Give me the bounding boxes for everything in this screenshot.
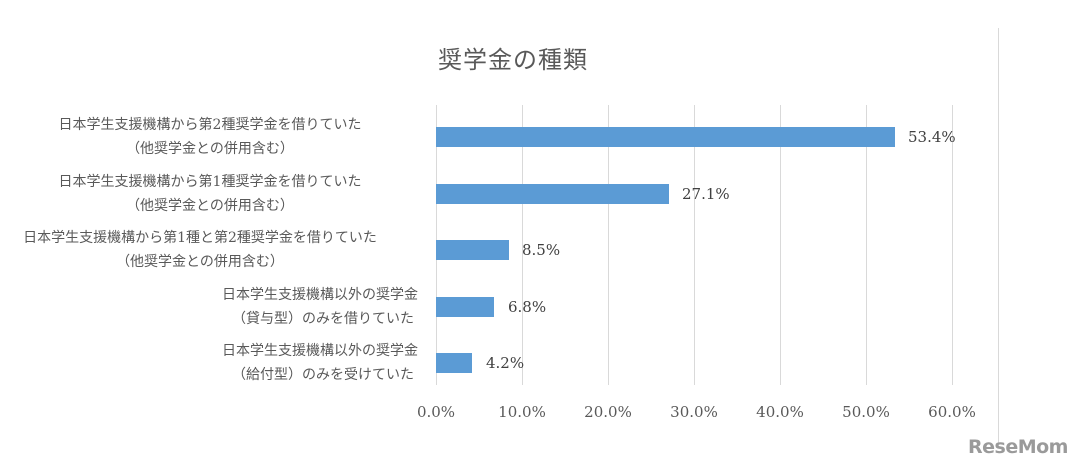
chart-border (998, 28, 999, 448)
x-tick: 60.0% (928, 403, 976, 421)
category-label: 日本学生支援機構以外の奨学金 （給付型）のみを受けていた (158, 339, 418, 387)
bar-other-grant (436, 353, 472, 373)
gridline-20 (608, 105, 609, 385)
x-tick: 20.0% (584, 403, 632, 421)
bar-jasso-type1 (436, 184, 669, 204)
x-tick: 30.0% (670, 403, 718, 421)
chart-title-text: 奨学金の種類 (438, 46, 588, 74)
category-label: 日本学生支援機構以外の奨学金 （貸与型）のみを借りていた (158, 283, 418, 331)
category-label: 日本学生支援機構から第1種と第2種奨学金を借りていた （他奨学金との併用含む） (0, 226, 420, 274)
x-tick: 10.0% (498, 403, 546, 421)
x-tick: 40.0% (756, 403, 804, 421)
gridline-30 (694, 105, 695, 385)
category-line1: 日本学生支援機構から第2種奨学金を借りていた (58, 117, 362, 133)
category-line1: 日本学生支援機構から第1種と第2種奨学金を借りていた (23, 230, 377, 246)
category-line1: 日本学生支援機構以外の奨学金 (222, 287, 418, 303)
bar-jasso-type1-and-2 (436, 240, 509, 260)
value-label: 6.8% (508, 298, 547, 316)
value-label: 27.1% (682, 185, 730, 203)
bar-other-loan (436, 297, 494, 317)
value-label: 8.5% (522, 241, 561, 259)
gridline-60 (952, 105, 953, 385)
value-label: 53.4% (908, 128, 956, 146)
category-line1: 日本学生支援機構から第1種奨学金を借りていた (58, 174, 362, 190)
category-label: 日本学生支援機構から第2種奨学金を借りていた （他奨学金との併用含む） (0, 113, 420, 161)
x-tick: 50.0% (842, 403, 890, 421)
plot-area: 53.4% 27.1% 8.5% 6.8% 4.2% (436, 105, 956, 385)
gridline-10 (522, 105, 523, 385)
gridline-50 (866, 105, 867, 385)
resemom-logo: ReseMom (968, 436, 1068, 458)
category-line2: （他奨学金との併用含む） (116, 254, 284, 270)
category-line2: （給付型）のみを受けていた (232, 367, 414, 383)
category-line1: 日本学生支援機構以外の奨学金 (222, 343, 418, 359)
gridline-40 (780, 105, 781, 385)
category-label: 日本学生支援機構から第1種奨学金を借りていた （他奨学金との併用含む） (0, 170, 420, 218)
value-label: 4.2% (486, 354, 525, 372)
chart-title: 奨学金の種類 (0, 40, 1080, 75)
category-line2: （他奨学金との併用含む） (126, 198, 294, 214)
x-tick: 0.0% (416, 403, 456, 421)
bar-jasso-type2 (436, 127, 895, 147)
category-line2: （貸与型）のみを借りていた (232, 311, 414, 327)
category-line2: （他奨学金との併用含む） (126, 141, 294, 157)
